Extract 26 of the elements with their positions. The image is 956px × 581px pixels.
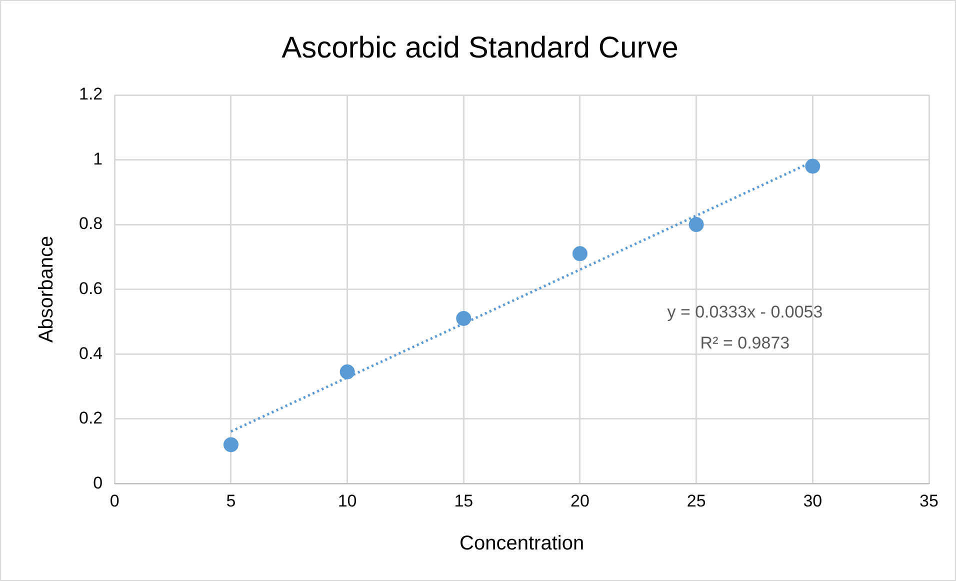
- point: [456, 310, 472, 326]
- y-tick-label: 0.8: [78, 214, 103, 234]
- x-tick-label: 0: [110, 491, 120, 510]
- point: [688, 217, 704, 232]
- x-tick-label: 20: [570, 491, 590, 510]
- x-tick-label: 35: [920, 491, 938, 510]
- y-tick-label: 0.4: [78, 344, 103, 363]
- y-tick-label: 1: [93, 149, 103, 168]
- chart-title: Ascorbic acid Standard Curve: [282, 31, 678, 64]
- point: [805, 158, 820, 174]
- x-tick-label: 30: [803, 491, 822, 510]
- point: [340, 364, 355, 380]
- y-axis-title: Absorbance: [36, 236, 58, 343]
- x-tick-label: 5: [226, 491, 236, 510]
- y-tick-label: 0: [93, 473, 103, 492]
- annotation: R² = 0.9873: [700, 333, 790, 352]
- point: [572, 246, 588, 262]
- annotation: y = 0.0333x - 0.0053: [667, 302, 823, 322]
- point: [223, 437, 238, 452]
- x-tick-label: 10: [338, 491, 357, 510]
- x-tick-label: 25: [686, 491, 706, 510]
- y-tick-label: 1.2: [78, 84, 103, 104]
- y-tick-label: 0.6: [78, 278, 103, 298]
- x-axis-title: Concentration: [460, 532, 584, 555]
- x-tick-label: 15: [454, 491, 474, 510]
- y-tick-label: 0.2: [78, 408, 103, 428]
